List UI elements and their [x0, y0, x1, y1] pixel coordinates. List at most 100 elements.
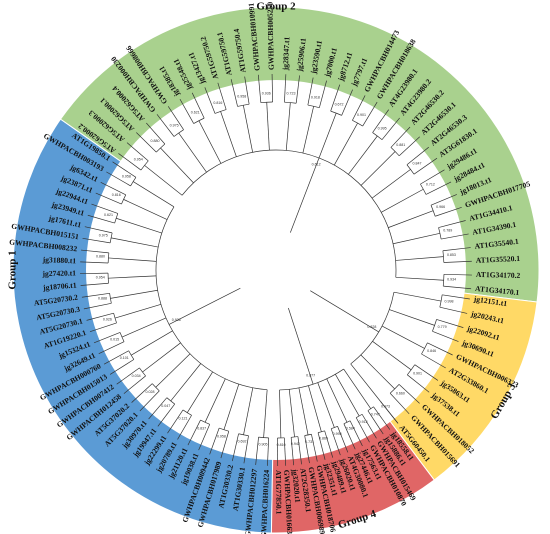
branch — [279, 389, 282, 438]
branch — [310, 290, 379, 333]
branch — [407, 374, 430, 393]
leaf-label: AT1G35520.1 — [476, 254, 521, 265]
leaf-label: AT1G34170.2 — [476, 270, 521, 280]
branch — [438, 220, 466, 228]
leaf-label: AT1G77850.1 — [274, 470, 283, 515]
support-value: 0.015 — [110, 337, 119, 341]
branch-arc — [156, 143, 166, 153]
branch — [109, 359, 135, 375]
branch-arc — [389, 384, 400, 394]
branch — [427, 342, 453, 356]
branch — [220, 111, 237, 157]
branch — [121, 317, 167, 338]
branch — [367, 410, 384, 435]
branch-arc — [350, 292, 395, 365]
branch — [352, 95, 366, 121]
branch-arc — [237, 103, 250, 107]
branch — [290, 157, 320, 233]
branch — [116, 367, 140, 385]
group2-label: Group 2 — [256, 1, 296, 13]
branch — [114, 304, 162, 319]
branch-arc — [139, 367, 146, 377]
branch-arc — [430, 205, 436, 217]
branch — [167, 409, 184, 434]
branch — [290, 437, 294, 466]
support-value: 0.975 — [99, 233, 108, 237]
branch — [414, 364, 439, 381]
branch — [390, 126, 411, 148]
branch — [317, 432, 326, 460]
support-value: 0.877 — [306, 374, 315, 378]
support-value: 0.926 — [103, 317, 112, 321]
branch — [443, 260, 472, 263]
leaf-label: jg25906.t1 — [295, 37, 308, 73]
support-value: 0.918 — [311, 95, 320, 99]
branch — [348, 135, 378, 175]
branch — [295, 75, 300, 104]
support-value: 0.828 — [367, 325, 376, 329]
leaf-label: AT1G34170.1 — [475, 284, 520, 297]
support-value: 0.621 — [104, 213, 113, 217]
branch — [441, 233, 469, 240]
branch — [271, 74, 273, 103]
branch — [443, 273, 472, 276]
branch — [131, 383, 153, 403]
branch — [80, 282, 109, 286]
branch — [82, 237, 111, 244]
branch — [198, 424, 211, 451]
branch — [116, 217, 162, 234]
branch — [442, 247, 471, 252]
branch — [343, 368, 372, 409]
branch — [255, 437, 259, 465]
branch — [103, 350, 129, 365]
branch — [335, 374, 360, 417]
support-value: 0.121 — [179, 416, 188, 420]
support-value: 0.869 — [319, 436, 328, 440]
branch — [155, 353, 191, 388]
branch — [288, 389, 295, 438]
branch — [170, 363, 202, 402]
tree-background — [86, 80, 466, 460]
branch — [230, 79, 238, 107]
branch — [118, 153, 142, 171]
branch — [187, 419, 201, 446]
branch — [91, 203, 118, 214]
support-value: 0.936 — [172, 318, 181, 322]
branch — [425, 181, 452, 195]
branch — [110, 289, 158, 299]
support-value: 0.966 — [436, 205, 445, 209]
branch — [146, 122, 166, 145]
branch — [267, 437, 270, 466]
branch-arc — [109, 293, 112, 304]
branch — [142, 342, 181, 373]
branch — [93, 332, 121, 344]
support-value: 0.621 — [191, 111, 200, 115]
branch — [111, 237, 159, 248]
support-value: 0.847 — [412, 162, 421, 166]
support-value: 0.723 — [287, 92, 296, 96]
branch — [157, 403, 176, 427]
support-value: 0.942 — [291, 442, 300, 446]
support-value: 0.936 — [262, 91, 271, 95]
branch — [243, 387, 254, 435]
support-value: 0.672 — [335, 103, 344, 107]
support-value: 0.816 — [112, 193, 121, 197]
leaf-label: GWHPACBH016631 — [282, 469, 294, 534]
branch — [372, 341, 412, 371]
support-value: 0.995 — [333, 432, 342, 436]
support-value: 0.779 — [438, 325, 447, 329]
branch-arc — [113, 313, 117, 324]
branch — [442, 294, 470, 300]
group1-label: Group 1 — [7, 250, 19, 289]
branch — [87, 214, 115, 224]
branch — [355, 417, 370, 443]
branch — [86, 312, 114, 321]
support-value: 0.101 — [120, 356, 129, 360]
support-value: 0.660 — [396, 392, 405, 396]
branch — [257, 74, 262, 103]
leaf-label: GWHPACBH016224 — [259, 469, 271, 534]
leaf-label: GWHPACBH005250 — [265, 2, 275, 71]
support-value: 0.816 — [213, 101, 222, 105]
